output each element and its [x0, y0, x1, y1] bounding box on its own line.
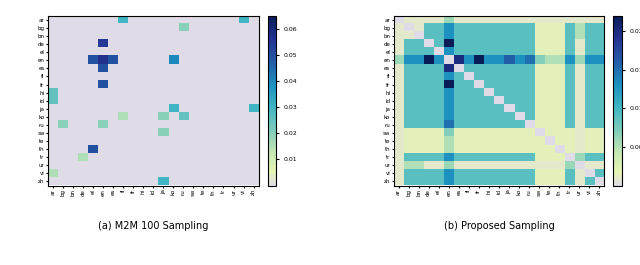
X-axis label: (b) Proposed Sampling: (b) Proposed Sampling [444, 221, 554, 231]
X-axis label: (a) M2M 100 Sampling: (a) M2M 100 Sampling [98, 221, 209, 231]
